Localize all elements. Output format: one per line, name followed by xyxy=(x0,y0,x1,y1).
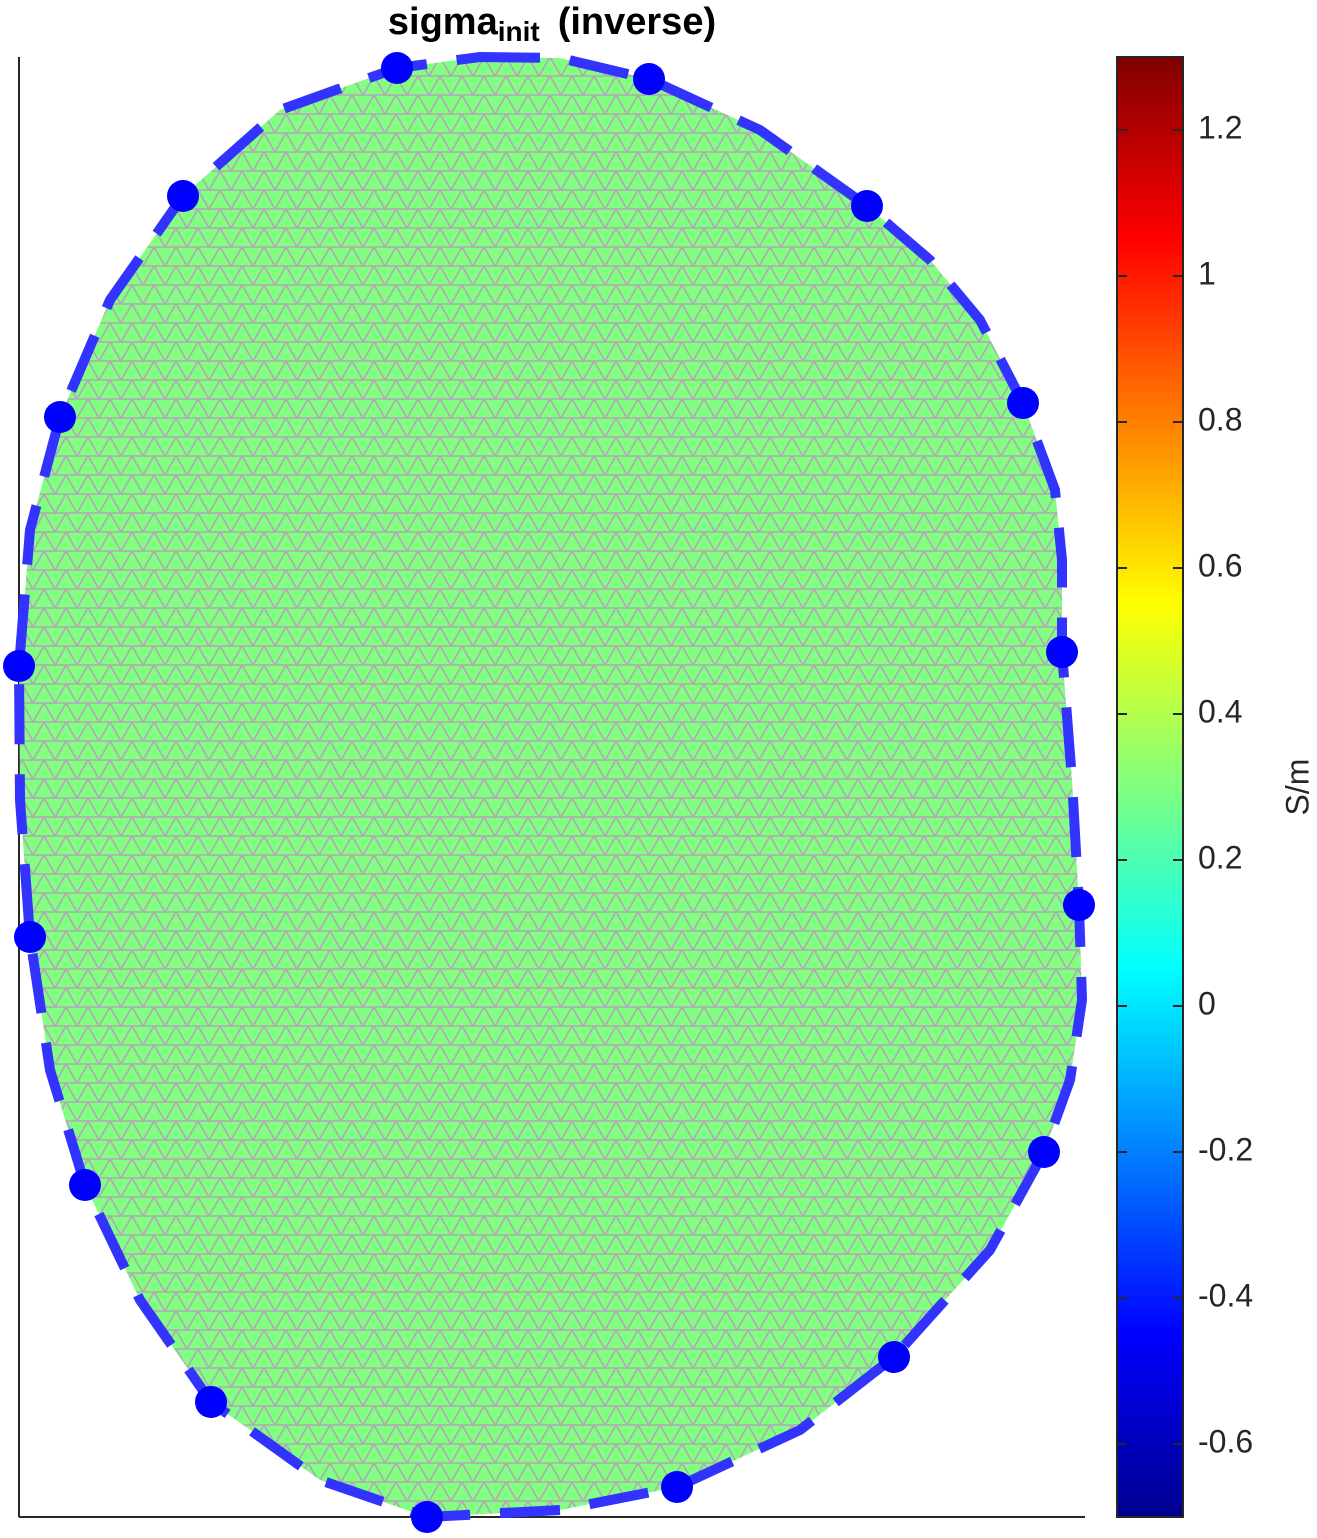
colorbar-tick-label: 0.8 xyxy=(1198,401,1242,437)
electrode xyxy=(851,190,883,222)
colorbar-tick-label: 0.4 xyxy=(1198,693,1242,729)
title-main: sigma xyxy=(388,1,499,43)
mesh xyxy=(19,57,1082,1517)
electrode xyxy=(44,401,76,433)
electrode xyxy=(69,1169,101,1201)
title-suffix: (inverse) xyxy=(558,1,716,43)
colorbar xyxy=(1116,56,1184,1518)
title-subscript: init xyxy=(498,16,540,47)
electrode xyxy=(381,52,413,84)
colorbar-tick-label: 0.2 xyxy=(1198,839,1242,875)
electrode xyxy=(167,180,199,212)
electrode xyxy=(661,1471,693,1503)
colorbar-tick-label: 0.6 xyxy=(1198,547,1242,583)
electrode xyxy=(195,1386,227,1418)
colorbar-tick-label: -0.6 xyxy=(1198,1423,1253,1459)
electrode xyxy=(633,63,665,95)
electrodes xyxy=(3,52,1095,1533)
electrode xyxy=(3,650,35,682)
electrode xyxy=(411,1501,443,1533)
electrode xyxy=(878,1341,910,1373)
colorbar-tick-label: 0 xyxy=(1198,985,1216,1021)
electrode xyxy=(14,921,46,953)
electrode xyxy=(1007,387,1039,419)
electrode xyxy=(1063,889,1095,921)
colorbar-label: S/m xyxy=(1279,759,1315,816)
electrode xyxy=(1046,636,1078,668)
colorbar-tick-label: 1.2 xyxy=(1198,109,1242,145)
colorbar-tick-label: -0.2 xyxy=(1198,1131,1253,1167)
electrode xyxy=(1028,1136,1060,1168)
colorbar-tick-label: 1 xyxy=(1198,255,1216,291)
colorbar-tick-label: -0.4 xyxy=(1198,1277,1253,1313)
boundary xyxy=(14,52,1087,1522)
chart-title: sigmainit (inverse) xyxy=(388,1,716,47)
